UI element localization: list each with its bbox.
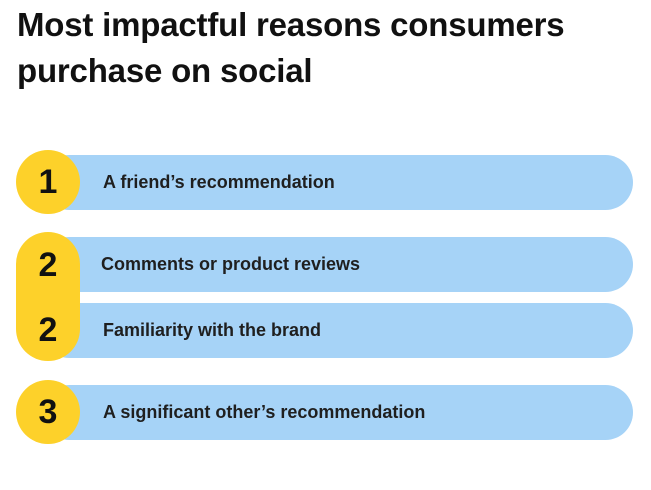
rank-badge-2-tied [16, 232, 80, 361]
page-title: Most impactful reasons consumers purchas… [17, 6, 565, 89]
reason-label-2: Comments or product reviews [101, 254, 361, 274]
reason-bar-2 [42, 237, 633, 292]
reason-label-3: Familiarity with the brand [103, 320, 322, 340]
rank-number-4: 3 [38, 393, 58, 431]
reason-bar-3 [42, 303, 633, 358]
rank-number-2: 2 [38, 246, 58, 284]
rank-badge-1 [16, 150, 80, 214]
reason-label-1: A friend’s recommendation [103, 172, 335, 192]
reason-bar-1 [42, 155, 633, 210]
reason-bar-4 [42, 385, 633, 440]
rank-number-1: 1 [38, 163, 58, 201]
rank-number-3: 2 [38, 311, 58, 349]
reason-label-4: A significant other’s recommendation [103, 402, 426, 422]
rank-badge-4 [16, 380, 80, 444]
